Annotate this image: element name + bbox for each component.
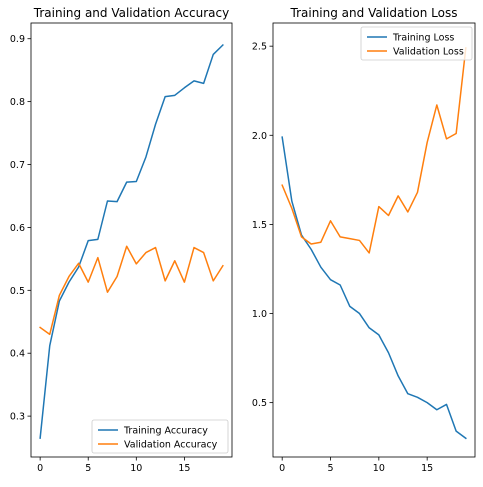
loss-x-tick-label: 0 (279, 463, 285, 474)
loss-y-tick-label: 1.5 (252, 220, 267, 231)
loss-x-tick-label: 10 (373, 463, 385, 474)
accuracy-y-tick-label: 0.7 (10, 160, 25, 171)
accuracy-legend-label-2: Validation Accuracy (124, 440, 218, 451)
loss-x-tick-label: 15 (421, 463, 433, 474)
loss-legend-label-1: Training Loss (392, 33, 454, 44)
loss-series-line-1 (281, 136, 467, 440)
loss-legend-label-2: Validation Loss (393, 47, 464, 58)
accuracy-legend-box (91, 419, 229, 454)
accuracy-legend: Training Accuracy Validation Accuracy (91, 419, 229, 454)
loss-y-tick-label: 2.5 (252, 42, 267, 53)
accuracy-x-tick-label: 5 (85, 463, 91, 474)
accuracy-y-tick-label: 0.8 (10, 97, 25, 108)
accuracy-y-tick-label: 0.5 (10, 286, 25, 297)
accuracy-axes-frame (30, 22, 233, 458)
loss-chart-title: Training and Validation Loss (290, 6, 458, 20)
accuracy-series-line-2 (39, 245, 224, 336)
accuracy-x-tick-label: 10 (130, 463, 142, 474)
loss-axes-frame (272, 22, 476, 458)
loss-y-tick-label: 1.0 (252, 309, 267, 320)
loss-y-tick-label: 2.0 (252, 131, 267, 142)
accuracy-chart: Training and Validation Accuracy 0 5 10 15 0.… (10, 6, 233, 474)
accuracy-x-tick-label: 15 (178, 463, 190, 474)
accuracy-y-tick-label: 0.3 (10, 412, 25, 423)
accuracy-y-tick-label: 0.4 (10, 349, 25, 360)
loss-y-tick-label: 0.5 (252, 398, 267, 409)
accuracy-legend-label-1: Training Accuracy (123, 426, 208, 437)
loss-legend: Training Loss Validation Loss (360, 26, 473, 61)
accuracy-chart-title: Training and Validation Accuracy (33, 6, 229, 20)
loss-series-line-2 (281, 47, 467, 254)
loss-x-tick-label: 5 (327, 463, 333, 474)
accuracy-series-line-1 (39, 43, 224, 439)
loss-legend-box (360, 26, 473, 61)
accuracy-y-tick-label: 0.6 (10, 223, 25, 234)
accuracy-x-tick-label: 0 (37, 463, 43, 474)
loss-chart: Training and Validation Loss 0 5 10 15 0.5 1.0… (252, 6, 476, 474)
accuracy-y-tick-label: 0.9 (10, 34, 25, 45)
